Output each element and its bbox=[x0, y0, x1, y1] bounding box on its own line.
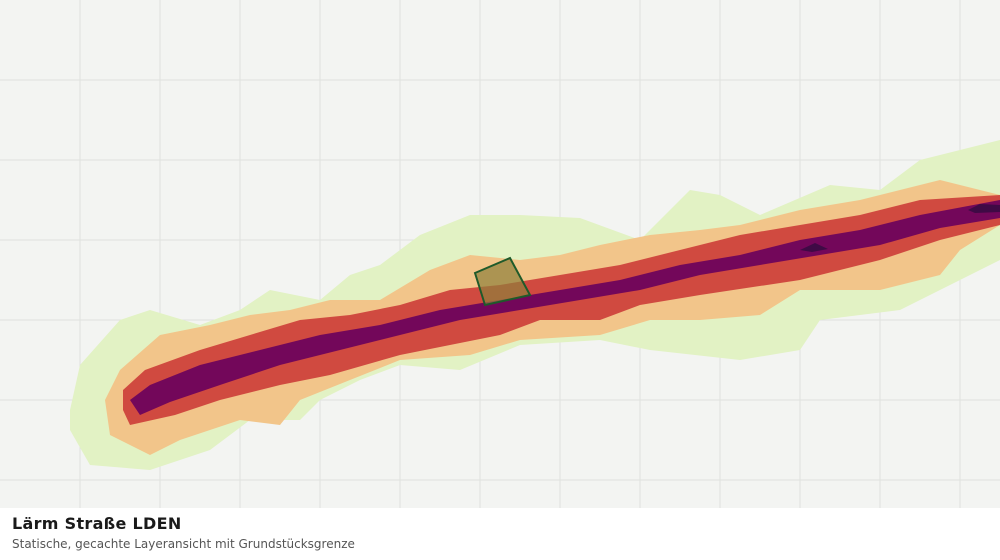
caption: Lärm Straße LDEN Statische, gecachte Lay… bbox=[0, 508, 1000, 560]
map bbox=[0, 0, 1000, 508]
map-subtitle: Statische, gecachte Layeransicht mit Gru… bbox=[12, 537, 355, 551]
parcel-boundary bbox=[473, 256, 532, 307]
map-title: Lärm Straße LDEN bbox=[12, 514, 182, 533]
noise-zone-extreme bbox=[800, 243, 828, 252]
noise-zone-very-high bbox=[130, 200, 1000, 415]
noise-zone-extreme bbox=[968, 204, 1000, 213]
